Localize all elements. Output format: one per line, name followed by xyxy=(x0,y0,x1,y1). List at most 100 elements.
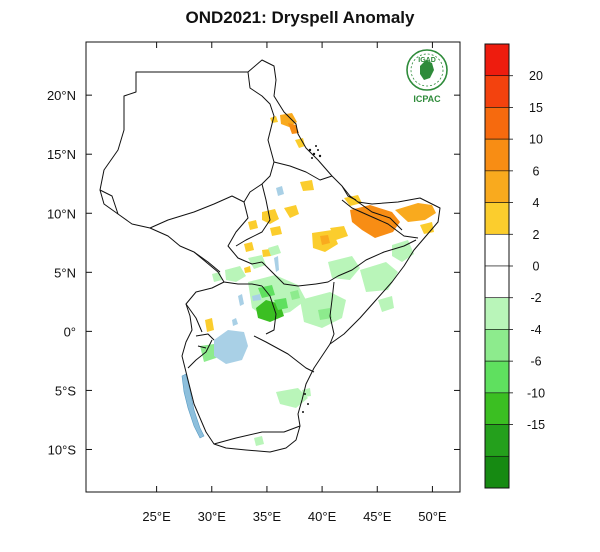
border-djibouti xyxy=(341,185,357,201)
anomaly-patch xyxy=(395,203,436,222)
anomaly-patches xyxy=(200,113,436,446)
anomaly-patch xyxy=(200,344,216,362)
border-somaliland xyxy=(357,201,403,231)
colorbar-label: 15 xyxy=(529,101,543,115)
colorbar-swatch xyxy=(484,202,510,235)
anomaly-patch xyxy=(378,296,394,312)
border-ethiopia-somalia xyxy=(315,199,419,285)
colorbar-label: -2 xyxy=(530,291,541,305)
lake-victoria xyxy=(214,330,248,364)
anomaly-patch xyxy=(244,266,251,273)
colorbar-swatch xyxy=(484,138,510,172)
anomaly-patch xyxy=(350,205,400,238)
anomaly-patch xyxy=(320,235,330,245)
anomaly-patch xyxy=(270,116,278,123)
anomaly-patch xyxy=(225,266,246,282)
border-ethiopia-ssudan xyxy=(235,183,317,287)
border-eritrea xyxy=(273,161,333,181)
y-tick-label: 10°N xyxy=(47,206,76,221)
lake-kyoga xyxy=(252,294,261,301)
colorbar-label: -10 xyxy=(527,386,545,400)
colorbar-swatch xyxy=(484,360,510,394)
colorbar-label: 0 xyxy=(533,260,540,274)
border-sudan-south xyxy=(99,189,263,265)
border-tanzania-west xyxy=(187,339,213,369)
anomaly-patch xyxy=(270,226,282,236)
water-bodies xyxy=(181,186,284,439)
anomaly-patch xyxy=(244,242,254,252)
lake-edward xyxy=(232,318,238,326)
lake-albert xyxy=(238,294,244,306)
anomaly-patch xyxy=(262,209,279,224)
region-outline xyxy=(99,59,441,453)
colorbar-swatch xyxy=(484,424,510,457)
x-tick-label: 50°E xyxy=(418,509,447,524)
colorbar-label: -6 xyxy=(530,355,541,369)
border-kenya-uganda xyxy=(261,285,277,335)
colorbar-label: 6 xyxy=(533,164,540,178)
y-tick-label: 10°S xyxy=(48,442,77,457)
map-title: OND2021: Dryspell Anomaly xyxy=(185,8,415,27)
anomaly-patch xyxy=(276,388,308,408)
logo-map-shape xyxy=(420,60,434,80)
border-ssudan-uganda xyxy=(223,281,263,287)
y-tick-label: 15°N xyxy=(47,147,76,162)
colorbar-swatch xyxy=(484,170,510,203)
ticks xyxy=(86,42,460,492)
colorbar-label: -4 xyxy=(530,323,541,337)
border-kenya-somalia xyxy=(329,281,335,345)
anomaly-patch xyxy=(328,256,360,280)
colorbar-swatch xyxy=(484,392,510,425)
country-borders xyxy=(99,59,441,453)
colorbar-swatch xyxy=(484,107,510,140)
border-kenya-tanzania xyxy=(253,335,315,373)
border-tanzania-south xyxy=(213,425,301,445)
border-drc xyxy=(185,303,203,333)
colorbar-label: 10 xyxy=(529,133,543,147)
anomaly-patch xyxy=(205,318,214,332)
igad-icpac-logo: IGAD ICPAC xyxy=(406,49,448,104)
x-tick-label: 35°E xyxy=(253,509,282,524)
colorbar-label: 4 xyxy=(533,196,540,210)
map-frame xyxy=(85,41,461,493)
y-tick-label: 5°N xyxy=(54,265,76,280)
x-tick-label: 40°E xyxy=(308,509,337,524)
colorbar-swatch xyxy=(484,329,510,362)
colorbar-swatch xyxy=(484,455,510,489)
border-sudan-east xyxy=(243,71,275,203)
border-ssudan-car xyxy=(193,251,221,273)
logo-top-text: IGAD xyxy=(418,57,436,64)
colorbar-label: 20 xyxy=(529,69,543,83)
lake-tana xyxy=(276,186,284,196)
colorbar-swatch xyxy=(484,75,510,108)
colorbar-label: -15 xyxy=(527,418,545,432)
anomaly-patch xyxy=(254,436,264,446)
lake-turkana xyxy=(274,256,279,272)
colorbar-label: 2 xyxy=(533,228,540,242)
anomaly-patch xyxy=(295,138,305,148)
y-tick-label: 20°N xyxy=(47,88,76,103)
colorbar-outline xyxy=(484,43,510,489)
colorbar-swatch xyxy=(484,297,510,330)
logo-bottom-text: ICPAC xyxy=(413,94,441,104)
anomaly-patch xyxy=(248,255,266,269)
y-tick-label: 0° xyxy=(64,324,76,339)
x-tick-label: 45°E xyxy=(363,509,392,524)
anomaly-patch xyxy=(262,249,271,257)
colorbar-swatch xyxy=(484,43,510,77)
anomaly-patch xyxy=(268,245,281,256)
island-dots xyxy=(302,145,322,413)
x-tick-label: 25°E xyxy=(142,509,171,524)
anomaly-patch xyxy=(318,308,332,320)
colorbar-swatch xyxy=(484,265,510,299)
x-tick-label: 30°E xyxy=(198,509,227,524)
anomaly-patch xyxy=(290,290,300,300)
anomaly-patch xyxy=(284,205,299,218)
border-rwanda-burundi xyxy=(195,333,215,349)
anomaly-patch xyxy=(360,262,398,292)
anomaly-patch xyxy=(300,180,314,191)
tick-labels: 25°E 30°E 35°E 40°E 45°E 50°E 20°N 15°N 10°N 5°N 0… xyxy=(47,88,447,524)
anomaly-patch xyxy=(344,195,362,206)
